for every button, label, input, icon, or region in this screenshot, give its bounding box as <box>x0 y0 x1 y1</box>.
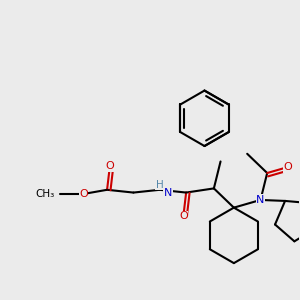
Text: O: O <box>284 162 292 172</box>
Text: H: H <box>156 180 164 190</box>
Text: O: O <box>79 189 88 199</box>
Text: CH₃: CH₃ <box>36 189 55 199</box>
Text: O: O <box>106 161 114 171</box>
Text: O: O <box>179 211 188 221</box>
Text: N: N <box>256 195 265 205</box>
Text: N: N <box>164 188 172 198</box>
